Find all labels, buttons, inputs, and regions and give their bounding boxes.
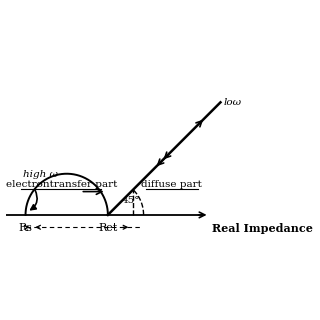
Text: high ω: high ω — [23, 170, 58, 179]
Text: 45°: 45° — [122, 196, 140, 205]
Text: loω: loω — [223, 98, 241, 107]
Text: diffuse part: diffuse part — [140, 180, 202, 189]
FancyArrowPatch shape — [31, 190, 37, 210]
Text: Rs: Rs — [19, 223, 33, 233]
Text: electrontransfer part: electrontransfer part — [5, 180, 117, 189]
Text: Real Impedance: Real Impedance — [212, 223, 313, 234]
Text: Ret: Ret — [98, 223, 117, 233]
